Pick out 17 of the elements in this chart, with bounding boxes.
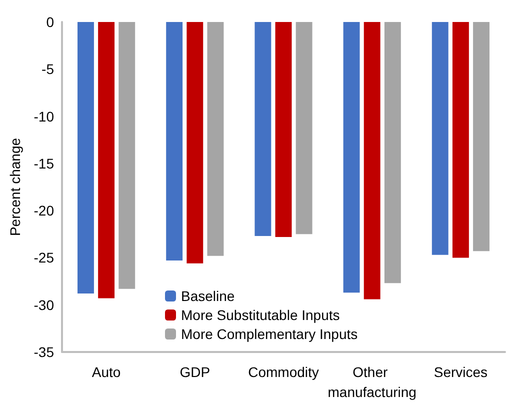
legend-label: Baseline <box>181 288 235 304</box>
y-tick-label: -35 <box>34 344 54 360</box>
y-tick-label: 0 <box>46 14 54 30</box>
x-tick-label: Commodity <box>248 364 319 380</box>
y-tick-label: -10 <box>34 108 54 124</box>
x-tick-label: Services <box>434 364 488 380</box>
x-tick-label: GDP <box>180 364 210 380</box>
y-axis-title: Percent change <box>7 138 23 236</box>
y-tick-label: -30 <box>34 296 54 313</box>
x-tick-label: Auto <box>92 364 121 380</box>
y-tick-label: -20 <box>34 202 54 219</box>
y-tick-label: -5 <box>42 61 54 78</box>
legend-label: More Complementary Inputs <box>181 326 358 342</box>
y-tick-label: -15 <box>34 155 54 172</box>
x-tick-label: Other manufacturing <box>328 364 416 400</box>
legend-label: More Substitutable Inputs <box>181 307 340 323</box>
y-tick-label: -25 <box>34 250 54 266</box>
